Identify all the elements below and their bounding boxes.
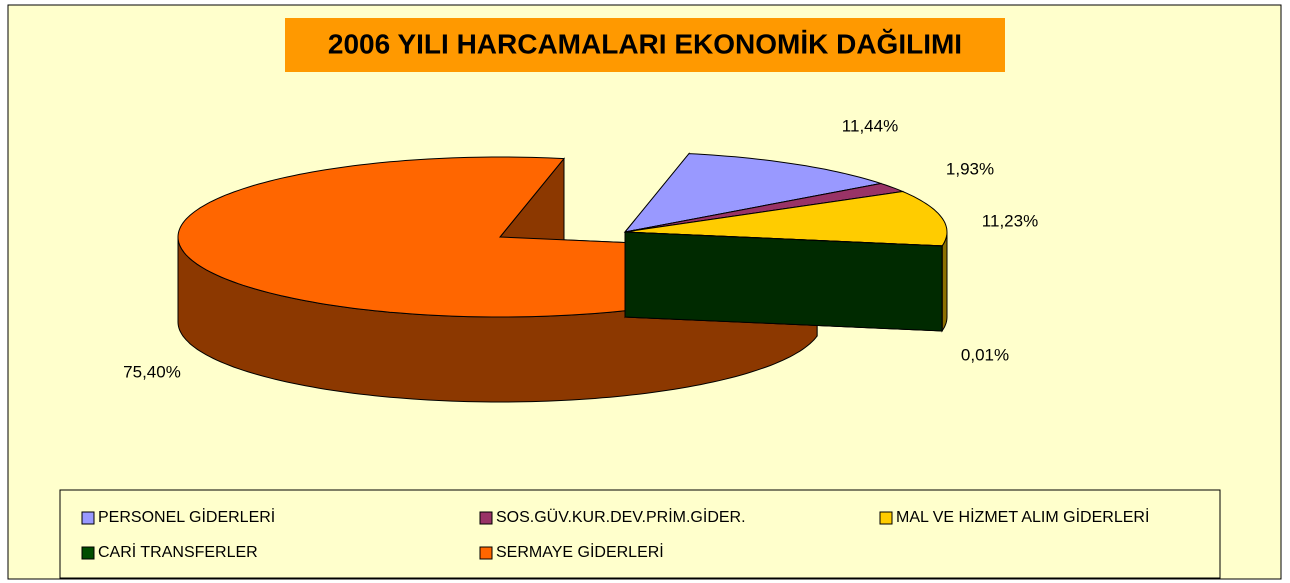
title-box xyxy=(285,18,1005,72)
legend-key xyxy=(81,511,95,525)
data-label: 75,40% xyxy=(123,362,181,381)
data-label: 0,01% xyxy=(961,345,1009,364)
legend-key xyxy=(879,511,893,525)
data-label: 11,23% xyxy=(982,211,1038,230)
data-label: 11,44% xyxy=(842,116,898,135)
data-label: 1,93% xyxy=(946,159,994,178)
slice xyxy=(623,153,882,233)
legend-label: CARİ TRANSFERLER xyxy=(98,542,258,561)
chart-title: 2006 YILI HARCAMALARI EKONOMİK DAĞILIMI xyxy=(328,28,962,59)
legend-key xyxy=(479,546,493,560)
slice-side xyxy=(941,231,948,333)
legend-label: MAL VE HİZMET ALIM GİDERLERİ xyxy=(896,507,1149,526)
legend xyxy=(59,489,1221,579)
slice xyxy=(624,190,948,247)
legend-label: PERSONEL GİDERLERİ xyxy=(98,507,275,526)
slice-edge xyxy=(624,231,943,332)
legend-key xyxy=(479,511,493,525)
legend-label: SOS.GÜV.KUR.DEV.PRİM.GİDER. xyxy=(496,507,746,526)
legend-key xyxy=(81,546,95,560)
slice xyxy=(624,231,943,247)
legend-label: SERMAYE GİDERLERİ xyxy=(496,542,664,561)
